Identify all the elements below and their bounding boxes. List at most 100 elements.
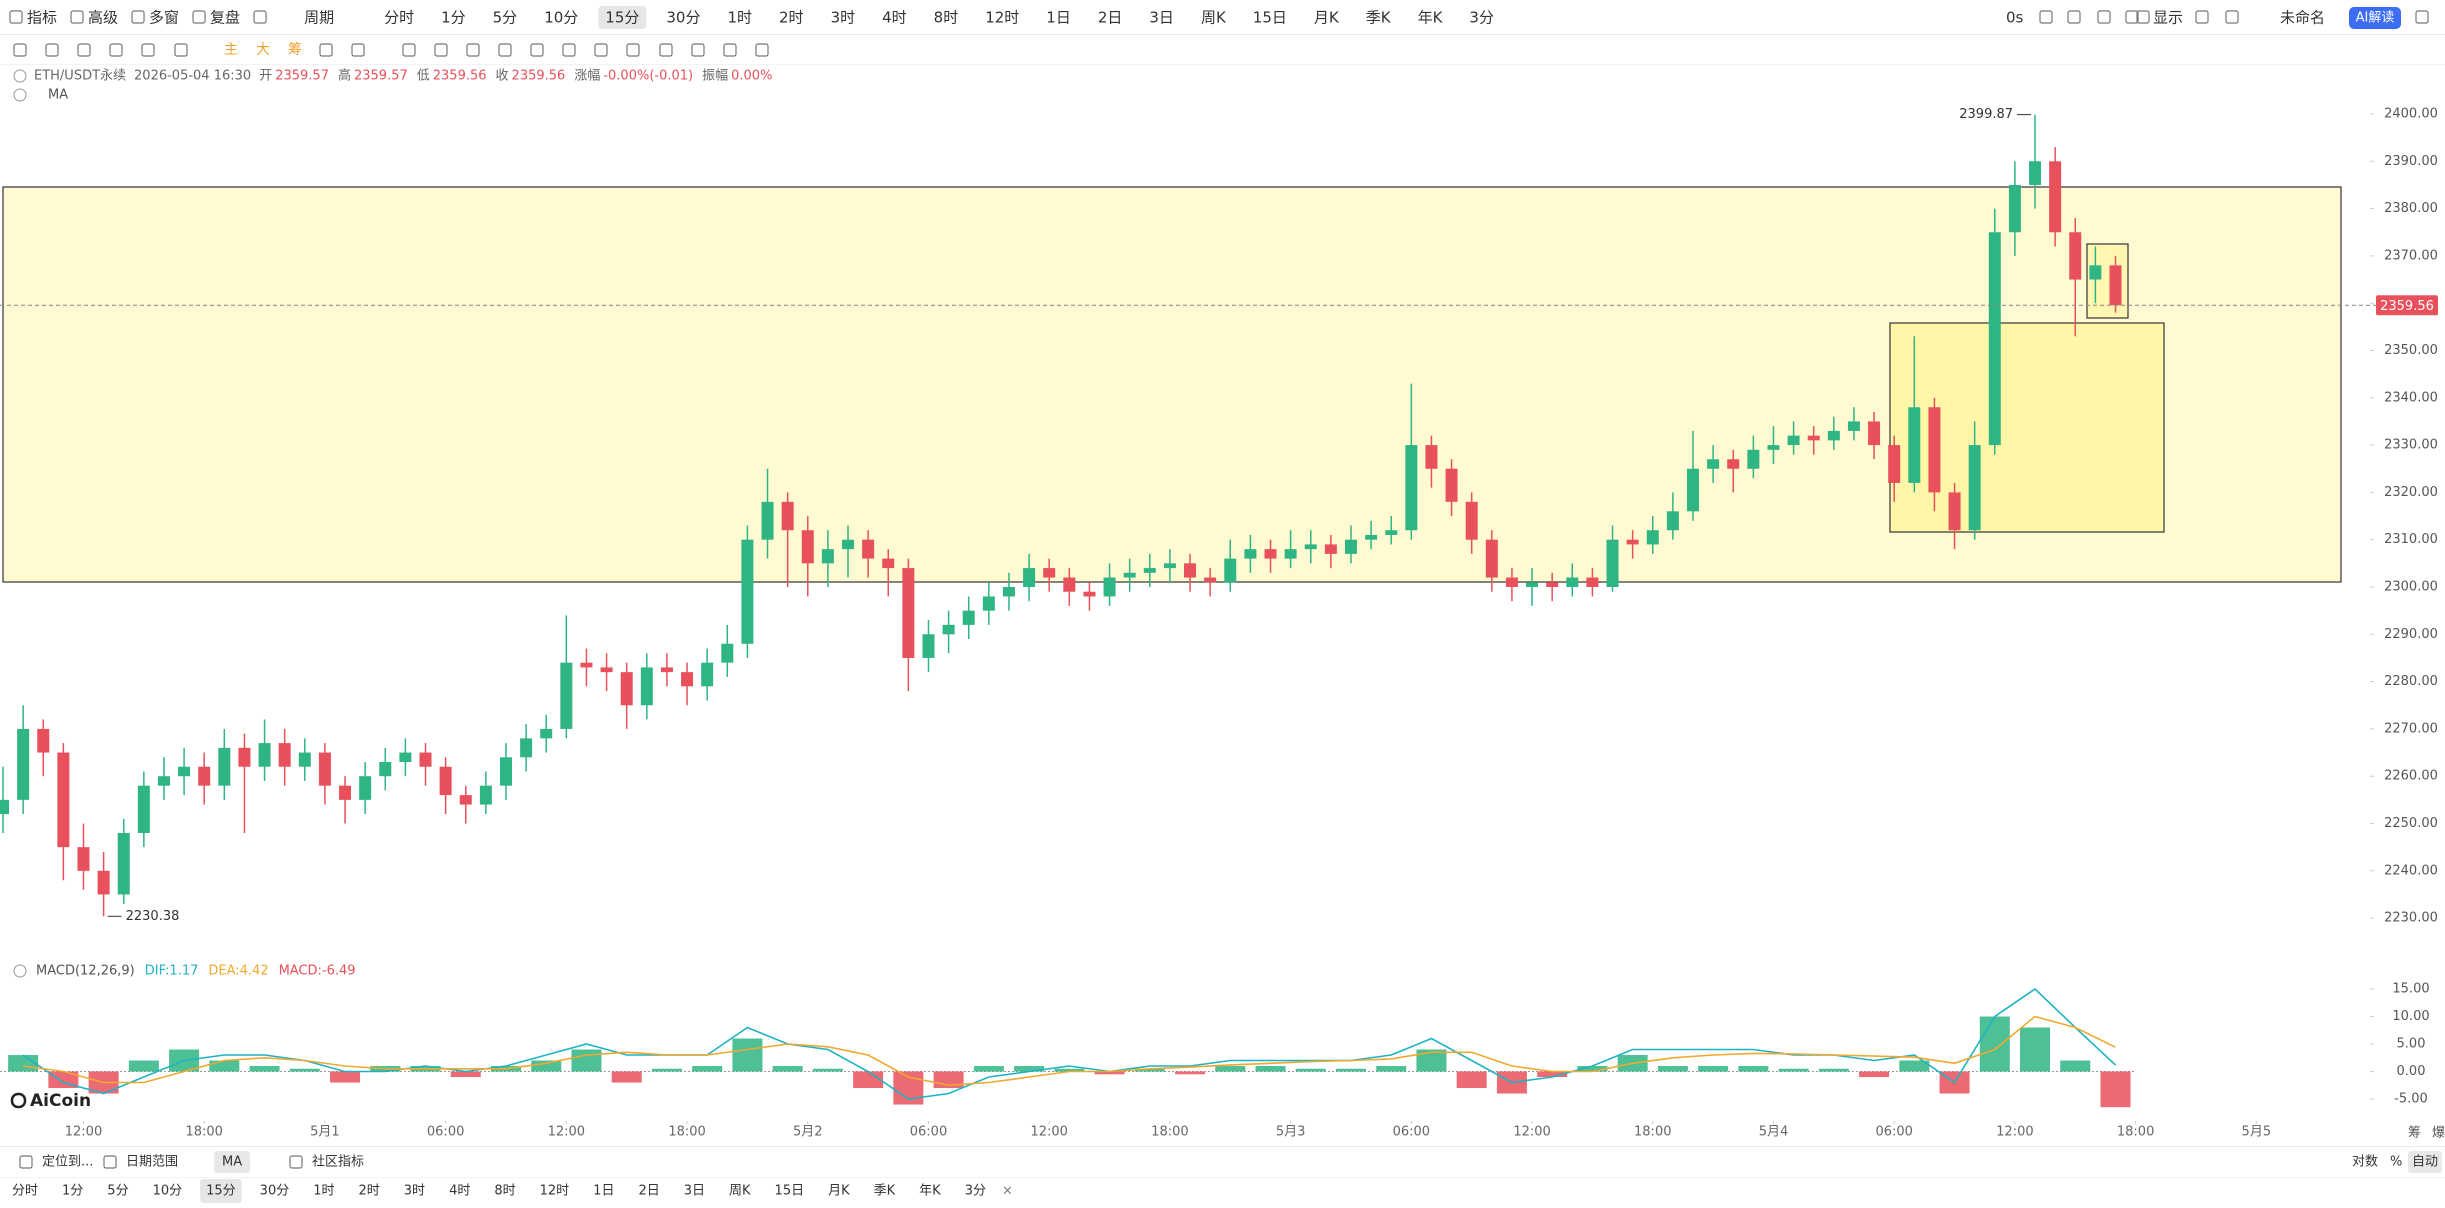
close-button[interactable]: × [1002, 1184, 1013, 1199]
interval-button[interactable]: 3日 [1149, 9, 1174, 27]
candle-body [1807, 435, 1820, 441]
interval-button[interactable]: 5分 [493, 9, 518, 27]
candle-body [1485, 539, 1498, 578]
icon [9, 10, 23, 24]
interval-button[interactable]: 月K [828, 1184, 850, 1199]
candle-body [339, 785, 352, 800]
account-name[interactable]: 未命名 [2280, 9, 2325, 27]
interval-button[interactable]: 周K [729, 1184, 751, 1199]
interval-button[interactable]: 30分 [666, 9, 700, 27]
macd-legend: MACD(12,26,9) [36, 964, 135, 979]
macd-bar [1657, 1066, 1688, 1072]
interval-button[interactable]: 1时 [313, 1184, 334, 1199]
icon [626, 43, 640, 57]
toolbar-button[interactable]: 指标 [27, 9, 57, 27]
candle-body [359, 776, 372, 800]
timer[interactable]: 0s [2006, 9, 2024, 27]
interval-button[interactable]: 1日 [1046, 9, 1071, 27]
icon [562, 43, 576, 57]
drawn-rectangle[interactable] [2086, 243, 2129, 319]
interval-button[interactable]: 1分 [441, 9, 466, 27]
candle-body [681, 672, 694, 687]
ohlc-value: 2359.57 [275, 69, 329, 84]
scale-button[interactable]: % [2390, 1155, 2402, 1170]
bottom-button[interactable]: 社区指标 [312, 1154, 364, 1170]
interval-button[interactable]: 年K [919, 1184, 941, 1199]
bottom-button[interactable]: MA [222, 1155, 242, 1170]
indicator-label[interactable]: MA [48, 88, 68, 103]
interval-button[interactable]: 季K [874, 1184, 896, 1199]
interval-button[interactable]: 季K [1366, 9, 1392, 27]
interval-button[interactable]: 8时 [934, 9, 959, 27]
draw-tool[interactable]: 主 [224, 42, 238, 58]
interval-button[interactable]: 2日 [638, 1184, 659, 1199]
button-bg [214, 1151, 251, 1173]
interval-button[interactable]: 12时 [985, 9, 1019, 27]
toolbar-button[interactable]: 复盘 [210, 9, 240, 27]
ai-button[interactable]: AI解读 [2356, 11, 2395, 26]
toolbar-button[interactable]: 多窗 [149, 9, 179, 27]
icon [691, 43, 705, 57]
candle-body [1143, 568, 1156, 573]
interval-button[interactable]: 2日 [1098, 9, 1123, 27]
interval-button[interactable]: 3时 [831, 9, 856, 27]
candle-body [1687, 468, 1700, 512]
draw-tool[interactable]: 筹 [288, 41, 302, 58]
candle-body [37, 728, 50, 753]
x-tick-label: 12:00 [1996, 1125, 2033, 1140]
interval-button[interactable]: 年K [1418, 9, 1444, 27]
corner-button[interactable]: 筹 [2408, 1125, 2421, 1141]
interval-button[interactable]: 8时 [494, 1184, 515, 1199]
interval-button[interactable]: 30分 [260, 1184, 290, 1199]
interval-button[interactable]: 12时 [540, 1184, 570, 1199]
interval-button[interactable]: 1时 [727, 9, 752, 27]
icon [45, 43, 59, 57]
candle-body [1767, 445, 1780, 450]
ohlc-value: 0.00% [731, 69, 772, 84]
interval-button[interactable]: 2时 [779, 9, 804, 27]
interval-button[interactable]: 1分 [62, 1184, 83, 1199]
interval-button[interactable]: 5分 [107, 1184, 128, 1199]
interval-button[interactable]: 10分 [544, 9, 578, 27]
y-tick-label: 2270.00 [2384, 721, 2438, 736]
interval-button[interactable]: 15分 [605, 9, 639, 27]
candle-body [137, 785, 150, 833]
interval-button[interactable]: 分时 [384, 9, 414, 27]
interval-button[interactable]: 月K [1314, 9, 1340, 27]
interval-button[interactable]: 分时 [12, 1184, 38, 1199]
period-dropdown[interactable]: 周期 [304, 9, 334, 27]
macd-bar [1979, 1016, 2010, 1072]
candle-body [862, 539, 875, 559]
candle-body [298, 752, 311, 767]
interval-button[interactable]: 15日 [775, 1184, 805, 1199]
corner-button[interactable]: 爆 [2432, 1126, 2445, 1141]
interval-button[interactable]: 3分 [1469, 9, 1494, 27]
interval-button[interactable]: 周K [1201, 9, 1227, 27]
bottom-button[interactable]: 日期范围 [126, 1155, 178, 1170]
interval-button[interactable]: 2时 [359, 1184, 380, 1199]
candle-body [157, 776, 170, 786]
icon [70, 10, 84, 24]
candle-body [97, 870, 110, 895]
interval-button[interactable]: 1日 [593, 1184, 614, 1199]
interval-button[interactable]: 4时 [882, 9, 907, 27]
macd-bar [571, 1049, 602, 1072]
scale-button[interactable]: 自动 [2412, 1155, 2438, 1170]
candle-body [1988, 232, 2001, 446]
x-tick-label: 18:00 [668, 1125, 705, 1140]
interval-button[interactable]: 15日 [1253, 9, 1287, 27]
interval-button[interactable]: 4时 [449, 1184, 470, 1199]
interval-button[interactable]: 3分 [965, 1184, 986, 1199]
candle-body [2008, 184, 2021, 233]
interval-button[interactable]: 3时 [404, 1184, 425, 1199]
draw-tool[interactable]: 大 [256, 42, 270, 58]
display-button[interactable]: 显示 [2153, 9, 2183, 27]
scale-button[interactable]: 对数 [2352, 1155, 2378, 1170]
toolbar-button[interactable]: 高级 [88, 9, 118, 27]
interval-button[interactable]: 15分 [206, 1184, 236, 1199]
bottom-button[interactable]: 定位到... [42, 1155, 93, 1170]
interval-button[interactable]: 3日 [684, 1184, 705, 1199]
y-tick-label: 2230.00 [2384, 911, 2438, 926]
interval-button[interactable]: 10分 [153, 1184, 183, 1199]
